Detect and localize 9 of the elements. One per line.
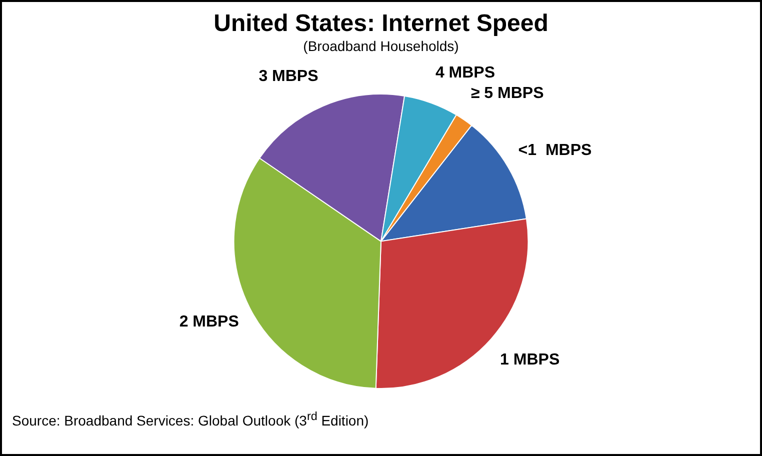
source-note: Source: Broadband Services: Global Outlook (3$^{rd}$ Edition)	[12, 410, 369, 429]
chart-title: United States: Internet Speed	[214, 10, 548, 38]
slice-label: 3 MBPS	[258, 68, 319, 85]
slice-label: 4 MBPS	[435, 64, 496, 82]
chart-subtitle: (Broadband Households)	[303, 38, 459, 54]
slice-label: 2 MBPS	[179, 314, 240, 331]
slice-label: ≥ 5 MBPS	[470, 84, 544, 102]
slice-label: <1 MBPS	[518, 142, 592, 160]
slice-label: 1 MBPS	[500, 352, 560, 369]
